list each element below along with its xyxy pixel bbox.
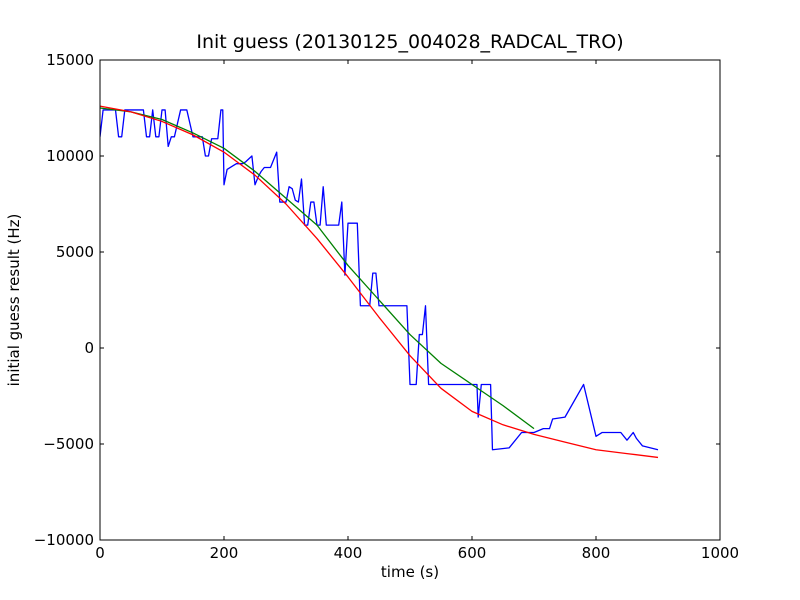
series-line-1 [100, 107, 535, 430]
x-tick-label: 800 [582, 544, 611, 562]
x-axis-label: time (s) [381, 563, 439, 581]
y-tick-label: 0 [84, 339, 94, 357]
x-tick-label: 200 [210, 544, 239, 562]
x-tick-label: 400 [334, 544, 363, 562]
chart-title: Init guess (20130125_004028_RADCAL_TRO) [196, 31, 623, 53]
x-tick-label: 0 [95, 544, 105, 562]
y-tick-label: −10000 [34, 531, 94, 549]
series-layer [100, 105, 659, 459]
y-tick-label: −5000 [43, 435, 94, 453]
plot-frame [99, 59, 721, 541]
y-tick-label: 15000 [46, 51, 94, 69]
x-tick-label: 1000 [701, 544, 739, 562]
y-tick-label: 10000 [46, 147, 94, 165]
x-tick-label: 600 [458, 544, 487, 562]
ticks-layer: 0 200 400 600 800 1000 −10000 −5000 0 5000 10000 15… [34, 51, 739, 562]
y-axis-label: initial guess result (Hz) [5, 214, 23, 387]
y-tick-label: 5000 [56, 243, 94, 261]
series-line-2 [100, 105, 659, 459]
series-line-0 [100, 109, 659, 451]
